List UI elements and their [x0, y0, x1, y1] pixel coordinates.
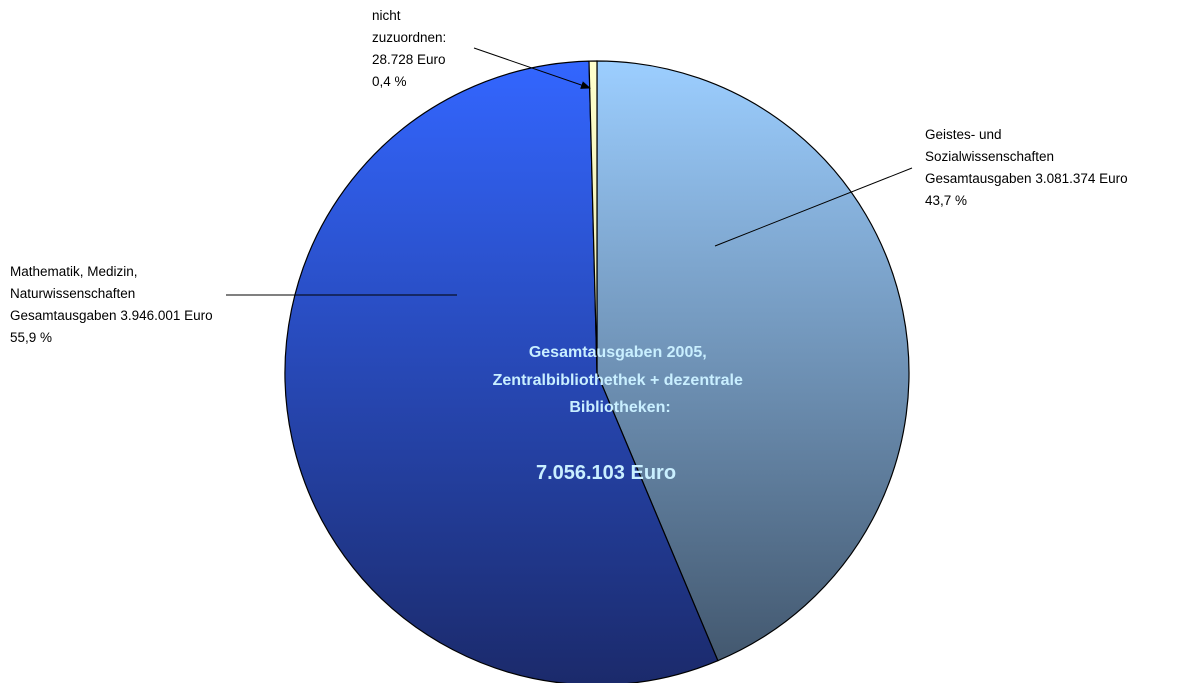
label-geistes-line-1: Geistes- und: [925, 127, 1002, 142]
center-text-line-3: Bibliotheken:: [569, 399, 670, 416]
leader-line-geistes: [714, 167, 913, 247]
center-text-line-2: Zentralbibliothethek + dezentrale: [493, 372, 743, 389]
label-mathematik-medizin: Mathematik, Medizin, Naturwissenschaften…: [10, 264, 216, 345]
label-geistes-line-2: Sozialwissenschaften: [925, 149, 1054, 164]
slice-nicht-zuzuordnen: [588, 60, 598, 374]
label-nicht-line-1: nicht: [372, 8, 401, 23]
center-text-line-1: Gesamtausgaben 2005,: [529, 344, 707, 361]
label-geistes-sozialwissenschaften: Geistes- und Sozialwissenschaften Gesamt…: [925, 127, 1131, 208]
slice-geistes-sozialwissenschaften: [596, 60, 910, 662]
leader-line-nicht-zuzuordnen: [473, 47, 591, 89]
center-text: Gesamtausgaben 2005, Zentralbibliothethe…: [493, 344, 748, 416]
label-nicht-line-4: 0,4 %: [372, 74, 407, 89]
label-mathematik-line-1: Mathematik, Medizin,: [10, 264, 138, 279]
label-mathematik-line-3: Gesamtausgaben 3.946.001 Euro: [10, 308, 213, 323]
center-total: 7.056.103 Euro: [536, 462, 676, 484]
label-geistes-line-3: Gesamtausgaben 3.081.374 Euro: [925, 171, 1128, 186]
label-nicht-line-2: zuzuordnen:: [372, 30, 446, 45]
label-nicht-line-3: 28.728 Euro: [372, 52, 446, 67]
label-geistes-line-4: 43,7 %: [925, 193, 967, 208]
label-nicht-zuzuordnen: nicht zuzuordnen: 28.728 Euro 0,4 %: [372, 8, 450, 89]
label-mathematik-line-2: Naturwissenschaften: [10, 286, 135, 301]
label-mathematik-line-4: 55,9 %: [10, 330, 52, 345]
